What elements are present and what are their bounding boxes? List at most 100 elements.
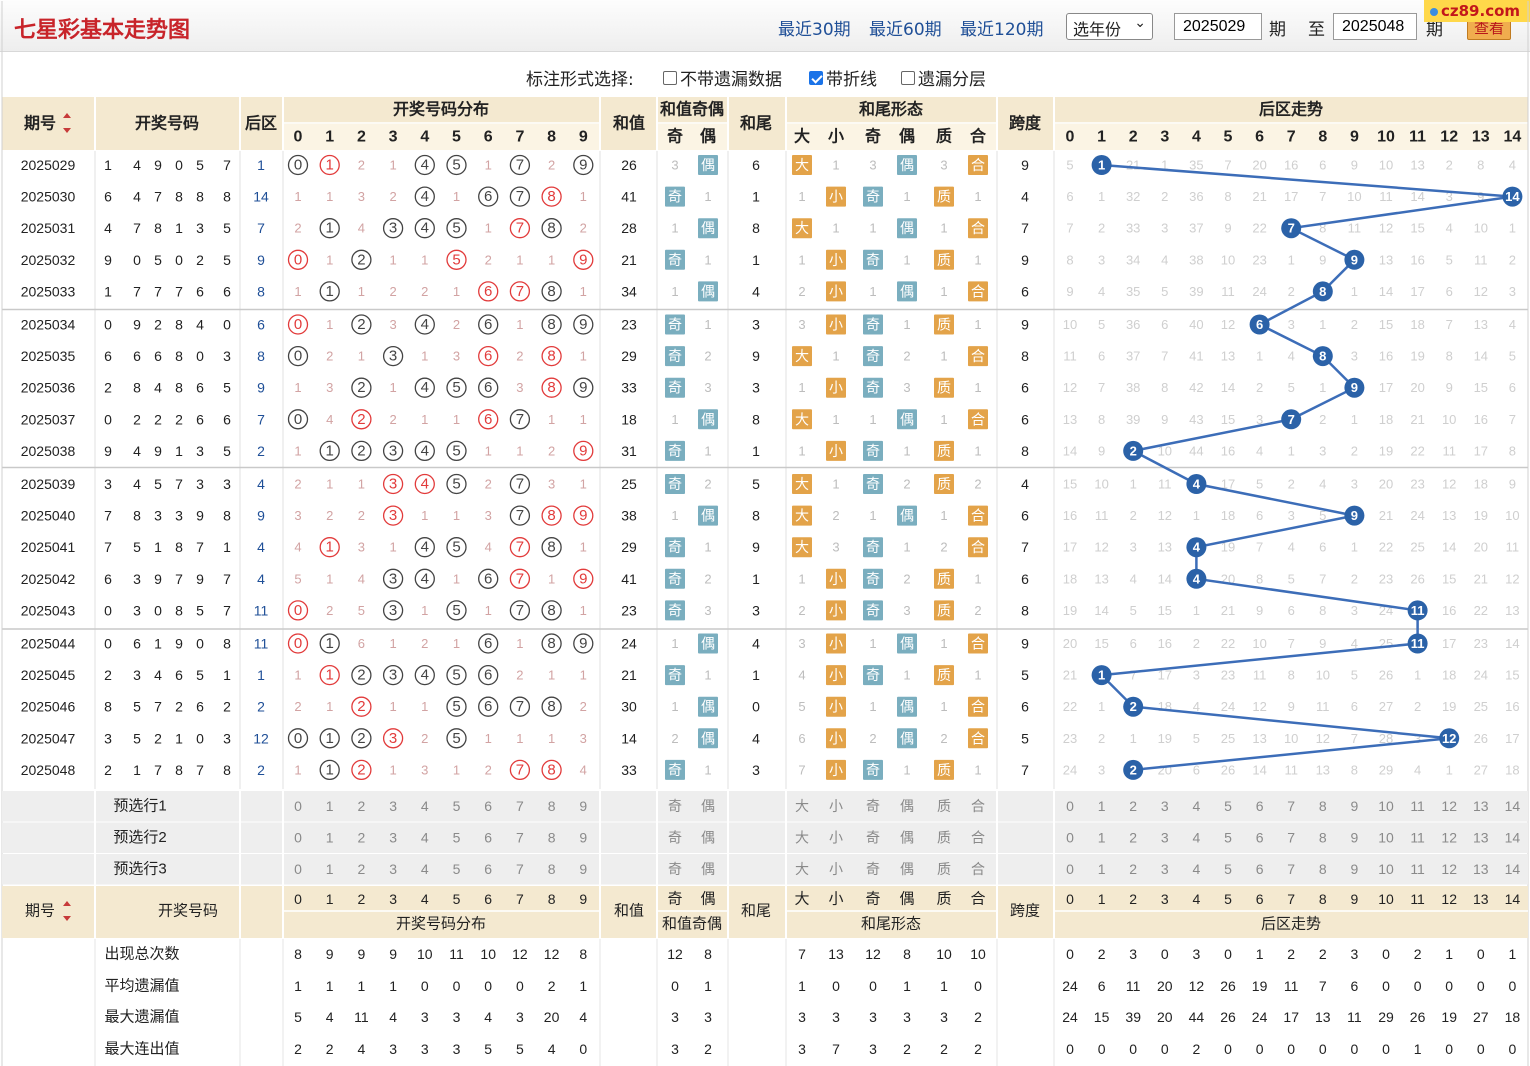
preset-back[interactable]: 8 bbox=[1319, 798, 1327, 814]
preset-back[interactable]: 4 bbox=[1193, 861, 1201, 877]
preset-digit[interactable]: 0 bbox=[294, 830, 302, 846]
preset-form[interactable]: 合 bbox=[971, 830, 985, 846]
preset-back[interactable]: 0 bbox=[1066, 861, 1074, 877]
preset-form[interactable]: 奇 bbox=[866, 861, 880, 877]
sort-asc-icon[interactable] bbox=[63, 901, 71, 906]
preset-back[interactable]: 11 bbox=[1410, 798, 1425, 814]
preset-back[interactable]: 12 bbox=[1441, 798, 1457, 814]
sort-desc-icon[interactable] bbox=[63, 916, 71, 921]
preset-digit[interactable]: 3 bbox=[389, 861, 397, 877]
preset-digit[interactable]: 9 bbox=[579, 830, 587, 846]
preset-digit[interactable]: 1 bbox=[326, 861, 334, 877]
sort-asc-icon[interactable] bbox=[63, 113, 71, 118]
preset-back[interactable]: 6 bbox=[1256, 861, 1264, 877]
preset-back[interactable]: 2 bbox=[1129, 861, 1137, 877]
preset-form[interactable]: 偶 bbox=[900, 798, 914, 814]
sort-desc-icon[interactable] bbox=[63, 128, 71, 133]
issue-column-header[interactable]: 期号 bbox=[24, 114, 56, 133]
preset-digit[interactable]: 2 bbox=[358, 861, 366, 877]
preset-form[interactable]: 质 bbox=[937, 830, 951, 846]
preset-digit[interactable]: 5 bbox=[453, 861, 461, 877]
preset-digit[interactable]: 1 bbox=[326, 798, 334, 814]
option-with-line[interactable]: 带折线 bbox=[809, 65, 877, 90]
preset-digit[interactable]: 5 bbox=[453, 830, 461, 846]
preset-back[interactable]: 11 bbox=[1410, 830, 1425, 846]
preset-back[interactable]: 14 bbox=[1505, 861, 1521, 877]
preset-parity[interactable]: 奇 bbox=[668, 798, 682, 814]
option-no-miss-data[interactable]: 不带遗漏数据 bbox=[663, 65, 782, 90]
preset-back[interactable]: 5 bbox=[1224, 830, 1232, 846]
preset-form[interactable]: 偶 bbox=[900, 830, 914, 846]
year-select[interactable]: 选年份 ⌄ bbox=[1066, 13, 1153, 40]
preset-digit[interactable]: 4 bbox=[421, 861, 429, 877]
preset-back[interactable]: 7 bbox=[1287, 861, 1295, 877]
preset-digit[interactable]: 3 bbox=[389, 798, 397, 814]
preset-back[interactable]: 6 bbox=[1256, 830, 1264, 846]
preset-back[interactable]: 0 bbox=[1066, 798, 1074, 814]
preset-form[interactable]: 大 bbox=[795, 830, 809, 846]
preset-form[interactable]: 合 bbox=[971, 861, 985, 877]
preset-digit[interactable]: 9 bbox=[579, 861, 587, 877]
preset-digit[interactable]: 0 bbox=[294, 861, 302, 877]
preset-back[interactable]: 11 bbox=[1410, 861, 1425, 877]
checkbox-with-line[interactable] bbox=[809, 70, 823, 85]
preset-back[interactable]: 13 bbox=[1473, 798, 1489, 814]
preset-back[interactable]: 5 bbox=[1224, 861, 1232, 877]
preset-digit[interactable]: 7 bbox=[516, 861, 524, 877]
preset-back[interactable]: 14 bbox=[1505, 830, 1521, 846]
preset-form[interactable]: 大 bbox=[795, 861, 809, 877]
preset-form[interactable]: 小 bbox=[829, 798, 843, 814]
preset-back[interactable]: 3 bbox=[1161, 830, 1169, 846]
preset-digit[interactable]: 1 bbox=[326, 830, 334, 846]
preset-back[interactable]: 2 bbox=[1129, 830, 1137, 846]
from-issue-input[interactable] bbox=[1174, 13, 1262, 40]
preset-digit[interactable]: 9 bbox=[579, 798, 587, 814]
preset-parity[interactable]: 偶 bbox=[701, 830, 715, 846]
preset-digit[interactable]: 4 bbox=[421, 798, 429, 814]
preset-parity[interactable]: 奇 bbox=[668, 830, 682, 846]
preset-back[interactable]: 6 bbox=[1256, 798, 1264, 814]
preset-digit[interactable]: 7 bbox=[516, 830, 524, 846]
preset-back[interactable]: 12 bbox=[1441, 830, 1457, 846]
checkbox-no-miss-data[interactable] bbox=[663, 70, 677, 85]
preset-back[interactable]: 5 bbox=[1224, 798, 1232, 814]
preset-digit[interactable]: 4 bbox=[421, 830, 429, 846]
preset-back[interactable]: 2 bbox=[1129, 798, 1137, 814]
preset-parity[interactable]: 奇 bbox=[668, 861, 682, 877]
preset-digit[interactable]: 3 bbox=[389, 830, 397, 846]
preset-back[interactable]: 12 bbox=[1441, 861, 1457, 877]
preset-back[interactable]: 1 bbox=[1098, 830, 1106, 846]
preset-back[interactable]: 8 bbox=[1319, 861, 1327, 877]
preset-digit[interactable]: 5 bbox=[453, 798, 461, 814]
footer-issue-header[interactable]: 期号 bbox=[25, 903, 55, 920]
preset-back[interactable]: 7 bbox=[1287, 830, 1295, 846]
preset-form[interactable]: 合 bbox=[971, 798, 985, 814]
preset-back[interactable]: 13 bbox=[1473, 861, 1489, 877]
preset-form[interactable]: 大 bbox=[795, 798, 809, 814]
preset-parity[interactable]: 偶 bbox=[701, 798, 715, 814]
preset-digit[interactable]: 2 bbox=[358, 830, 366, 846]
preset-back[interactable]: 14 bbox=[1505, 798, 1521, 814]
preset-form[interactable]: 质 bbox=[937, 798, 951, 814]
preset-form[interactable]: 小 bbox=[829, 830, 843, 846]
preset-back[interactable]: 7 bbox=[1287, 798, 1295, 814]
preset-back[interactable]: 4 bbox=[1193, 830, 1201, 846]
preset-digit[interactable]: 6 bbox=[484, 830, 492, 846]
preset-back[interactable]: 8 bbox=[1319, 830, 1327, 846]
preset-form[interactable]: 偶 bbox=[900, 861, 914, 877]
preset-form[interactable]: 小 bbox=[829, 861, 843, 877]
preset-back[interactable]: 10 bbox=[1378, 830, 1394, 846]
preset-back[interactable]: 0 bbox=[1066, 830, 1074, 846]
preset-back[interactable]: 13 bbox=[1473, 830, 1489, 846]
checkbox-miss-layer[interactable] bbox=[901, 70, 915, 85]
preset-back[interactable]: 1 bbox=[1098, 861, 1106, 877]
preset-digit[interactable]: 8 bbox=[548, 830, 556, 846]
preset-form[interactable]: 质 bbox=[937, 861, 951, 877]
preset-back[interactable]: 10 bbox=[1378, 861, 1394, 877]
preset-digit[interactable]: 6 bbox=[484, 798, 492, 814]
recent-120-link[interactable]: 最近120期 bbox=[960, 20, 1044, 40]
preset-back[interactable]: 9 bbox=[1351, 830, 1359, 846]
preset-back[interactable]: 9 bbox=[1351, 798, 1359, 814]
preset-back[interactable]: 3 bbox=[1161, 798, 1169, 814]
preset-digit[interactable]: 0 bbox=[294, 798, 302, 814]
